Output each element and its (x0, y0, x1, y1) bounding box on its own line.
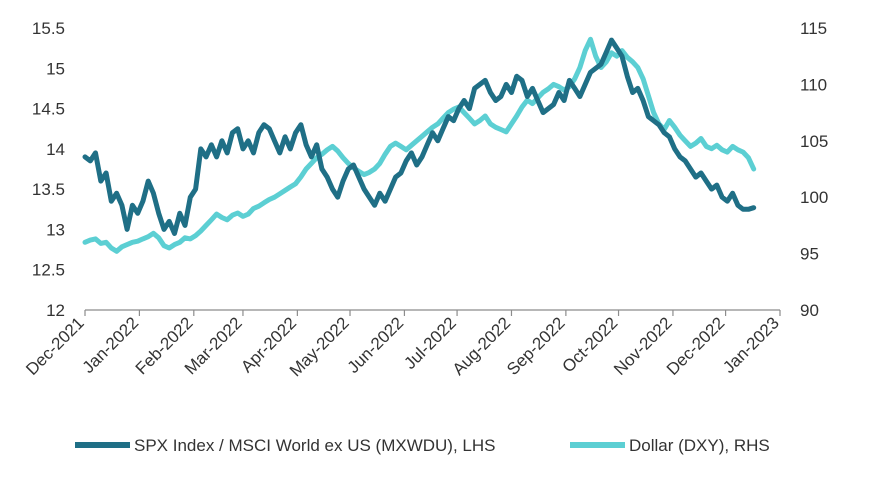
series-lines (82, 36, 757, 254)
y-left-tick-label: 15.5 (32, 19, 65, 38)
x-tick-label: Dec-2022 (663, 313, 729, 379)
y-left-tick-label: 12.5 (32, 261, 65, 280)
y-left-tick-label: 14.5 (32, 100, 65, 119)
x-tick-label: Sep-2022 (503, 313, 569, 379)
legend: SPX Index / MSCI World ex US (MXWDU), LH… (75, 436, 770, 455)
y-right-tick-label: 95 (800, 245, 819, 264)
series-line-dxy (82, 36, 757, 254)
legend-label-spx-mxwdu: SPX Index / MSCI World ex US (MXWDU), LH… (134, 436, 495, 455)
legend-label-dxy: Dollar (DXY), RHS (629, 436, 770, 455)
y-right-tick-label: 100 (800, 188, 828, 207)
y-left-tick-label: 14 (46, 140, 65, 159)
y-left-tick-label: 13.5 (32, 180, 65, 199)
x-tick-label: Jan-2023 (719, 313, 783, 377)
y-right-tick-label: 115 (800, 19, 827, 38)
y-right-tick-label: 90 (800, 301, 819, 320)
x-tick-label: Jan-2022 (79, 313, 143, 377)
y-left-tick-label: 15 (46, 59, 65, 78)
series-line-spx-mxwdu (82, 37, 757, 236)
y-left-tick-label: 13 (46, 220, 65, 239)
x-tick-label: Jun-2022 (344, 313, 408, 377)
y-right-tick-label: 105 (800, 132, 828, 151)
x-tick-label: Aug-2022 (449, 313, 515, 379)
y-left-tick-label: 12 (46, 301, 65, 320)
y-right-tick-label: 110 (800, 75, 827, 94)
x-tick-label: Dec-2021 (22, 313, 88, 379)
